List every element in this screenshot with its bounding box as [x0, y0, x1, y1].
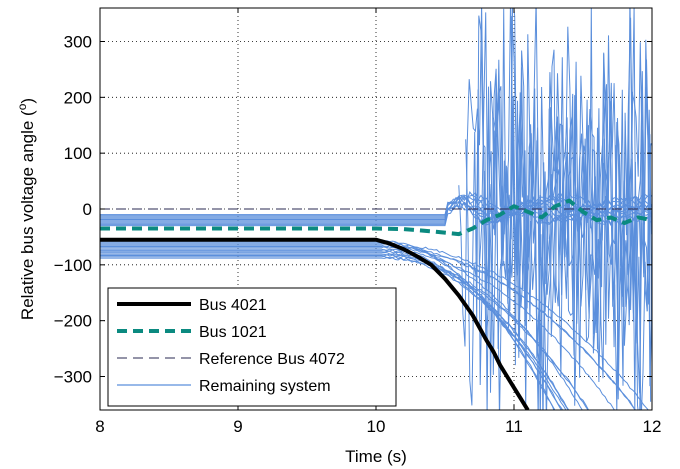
legend-label-bus-4021: Bus 4021 [199, 297, 267, 314]
remaining-system-lines [100, 8, 652, 410]
remaining-system-trace [100, 250, 570, 410]
series-lines [100, 198, 652, 410]
remaining-system-spike-trace [485, 8, 652, 410]
x-tick-label: 11 [505, 417, 523, 436]
y-tick-label: −200 [54, 312, 92, 331]
remaining-system-trace [100, 255, 567, 410]
legend-label-reference-bus-4072: Reference Bus 4072 [199, 351, 345, 368]
x-tick-label: 8 [95, 417, 104, 436]
bus-4021-line [100, 237, 530, 410]
y-tick-label: 200 [64, 88, 92, 107]
axis-ticks: 8 9 10 11 12 −300 −200 −100 0 100 200 300 [54, 8, 662, 436]
y-axis-label: Relative bus voltage angle (o) [15, 98, 37, 320]
y-tick-label: −100 [54, 256, 92, 275]
remaining-system-trace [100, 257, 589, 410]
y-tick-label: 0 [83, 200, 92, 219]
remaining-system-trace [100, 248, 562, 410]
remaining-system-trace [100, 253, 564, 410]
legend: Bus 4021 Bus 1021 Reference Bus 4072 Rem… [107, 287, 397, 407]
legend-box [107, 287, 397, 407]
y-tick-label: 300 [64, 33, 92, 52]
x-axis-label: Time (s) [345, 447, 407, 466]
x-tick-label: 9 [233, 417, 242, 436]
remaining-system-spike-trace [492, 8, 652, 410]
legend-label-bus-1021: Bus 1021 [199, 324, 267, 341]
y-tick-label: 100 [64, 144, 92, 163]
x-tick-label: 10 [367, 417, 386, 436]
remaining-system-trace [100, 244, 583, 410]
y-tick-label: −300 [54, 368, 92, 387]
remaining-system-trace [100, 251, 569, 410]
remaining-system-trace [100, 241, 555, 410]
legend-label-remaining-system: Remaining system [199, 378, 331, 395]
bus-1021-line [100, 198, 652, 237]
x-tick-label: 12 [643, 417, 662, 436]
